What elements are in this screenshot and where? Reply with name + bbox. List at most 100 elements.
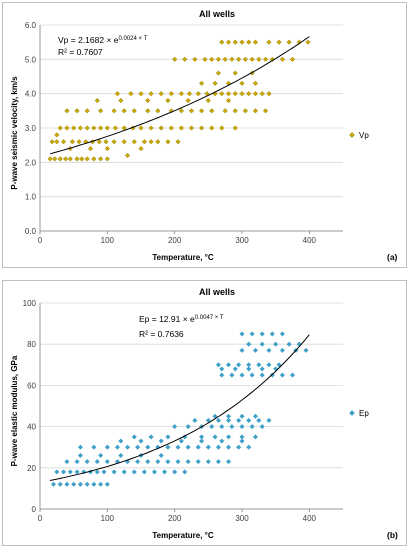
data-point [252, 434, 259, 440]
data-point [111, 108, 117, 114]
data-point [71, 125, 77, 131]
data-point [259, 341, 265, 347]
data-point [161, 469, 168, 475]
data-point [252, 108, 259, 114]
data-point [145, 108, 151, 114]
data-point [209, 424, 215, 430]
data-point [104, 459, 110, 465]
data-point [57, 125, 63, 131]
data-point [131, 108, 137, 114]
x-tick-label: 300 [235, 514, 249, 523]
y-axis-label: P-wave seismic velocity, km/s [10, 76, 19, 190]
data-point [259, 331, 265, 337]
data-point [148, 139, 154, 145]
data-point [175, 459, 181, 465]
data-point [84, 156, 90, 162]
legend-label-ep: Ep [359, 409, 369, 418]
data-point [141, 139, 147, 145]
data-point [94, 469, 100, 475]
y-tick-label: 4.0 [25, 90, 37, 99]
data-point [98, 481, 104, 487]
x-tick-label: 100 [101, 514, 115, 523]
data-point [199, 108, 205, 114]
data-point [199, 434, 205, 440]
data-point [229, 56, 235, 62]
data-point [79, 156, 85, 162]
data-point [205, 459, 211, 465]
data-point [212, 80, 218, 86]
data-point [242, 108, 248, 114]
ep-chart: All wells Ep = 12.91 × e0.0047 × T R² = … [10, 287, 398, 540]
panel-label: (a) [387, 252, 398, 262]
data-point [232, 39, 238, 45]
data-point [225, 97, 232, 104]
data-point [91, 444, 97, 450]
y-tick-label: 5.0 [25, 55, 37, 64]
data-point [54, 132, 60, 138]
data-point [259, 424, 265, 430]
data-point [246, 366, 252, 372]
data-point [239, 424, 245, 430]
data-point [74, 108, 80, 114]
data-point [155, 459, 161, 465]
data-point [246, 341, 252, 347]
trend-equation: Ep = 12.91 × e0.0047 × T [139, 314, 224, 324]
legend-marker [349, 410, 355, 416]
data-point [239, 80, 245, 86]
data-point [286, 39, 292, 45]
data-point [63, 156, 69, 162]
data-point [131, 434, 137, 440]
data-point [225, 434, 232, 440]
data-point [168, 91, 174, 97]
y-tick-label: 60 [27, 381, 36, 390]
data-point [94, 459, 100, 465]
data-point [276, 39, 282, 45]
data-point [124, 444, 131, 450]
x-tick-label: 200 [168, 236, 182, 245]
panel-label: (b) [387, 530, 398, 540]
data-point [215, 56, 222, 62]
r-squared: R² = 0.7607 [58, 47, 103, 57]
data-point [195, 91, 201, 97]
data-point [195, 444, 201, 450]
trend-equation: Vp = 2.1682 × e0.0024 × T [58, 35, 148, 45]
data-point [215, 70, 222, 76]
data-point [185, 444, 191, 450]
data-point [121, 139, 127, 145]
data-point [205, 97, 211, 104]
data-point [104, 125, 110, 131]
data-point [172, 56, 178, 62]
data-point [232, 91, 238, 97]
data-point [165, 459, 171, 465]
data-point [209, 56, 215, 62]
data-point [215, 444, 222, 450]
y-tick-label: 40 [27, 423, 36, 432]
data-point [57, 481, 63, 487]
plot-area: 0 20 40 60 80 100 0 100 200 300 400 [23, 299, 355, 523]
data-point [158, 452, 164, 459]
data-point [219, 125, 225, 131]
data-point [49, 139, 55, 145]
y-tick-label: 3.0 [25, 124, 37, 133]
x-tick-label: 0 [38, 236, 43, 245]
data-point [252, 80, 259, 86]
data-point [104, 156, 110, 162]
data-point [148, 125, 154, 131]
data-point [252, 39, 259, 45]
x-tick-label: 0 [38, 514, 43, 523]
trendline [49, 334, 310, 481]
data-point [256, 362, 262, 368]
trendline [49, 36, 310, 155]
data-point [266, 362, 272, 368]
data-point [182, 56, 188, 62]
data-point [259, 91, 265, 97]
data-point [225, 39, 232, 45]
data-point [259, 372, 265, 378]
data-point [209, 125, 215, 131]
data-point [168, 125, 174, 131]
data-point [188, 108, 195, 114]
data-point [266, 347, 272, 353]
data-point [158, 125, 164, 131]
data-point [74, 459, 80, 465]
data-point [239, 434, 245, 440]
